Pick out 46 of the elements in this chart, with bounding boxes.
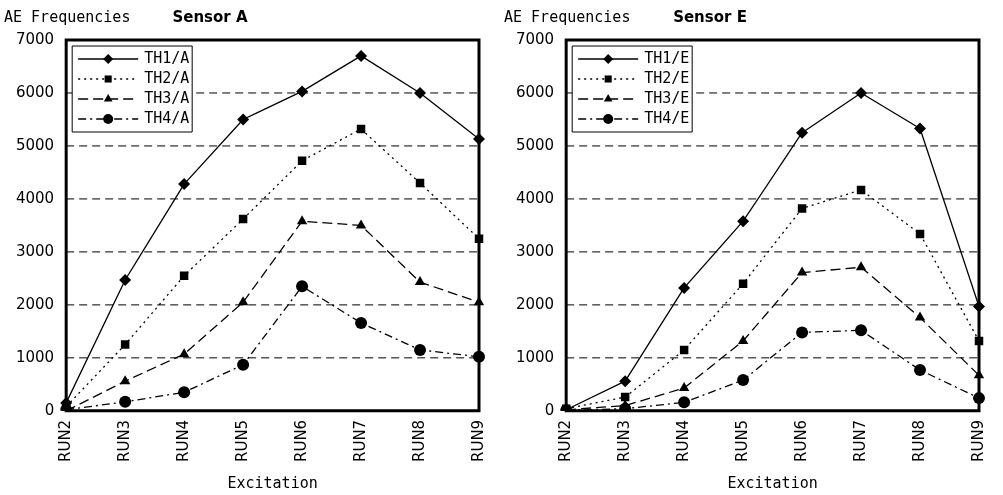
y-tick-label: 4000 (15, 188, 55, 207)
chart-title: Sensor A (172, 8, 248, 26)
y-tick-label: 2000 (515, 294, 555, 313)
x-tick-label: RUN2 (56, 419, 75, 463)
y-tick-label: 0 (44, 400, 55, 419)
y-axis-title: AE Frequencies (4, 8, 131, 26)
y-tick-label: 3000 (515, 241, 555, 260)
y-tick-label: 3000 (15, 241, 55, 260)
x-axis-title: Excitation (727, 474, 818, 492)
x-axis-title: Excitation (227, 474, 318, 492)
y-tick-label: 5000 (15, 135, 55, 154)
x-tick-label: RUN6 (291, 419, 310, 463)
legend-label: TH4/E (644, 108, 690, 127)
x-tick-label: RUN6 (791, 419, 810, 463)
legend-label: TH2/E (644, 68, 690, 87)
x-tick-label: RUN4 (174, 419, 193, 463)
x-tick-label: RUN2 (556, 419, 575, 463)
y-tick-label: 5000 (515, 135, 555, 154)
x-tick-label: RUN4 (674, 419, 693, 463)
x-tick-label: RUN5 (232, 419, 251, 463)
x-tick-label: RUN9 (968, 419, 987, 463)
legend-label: TH1/E (644, 48, 690, 67)
x-tick-label: RUN8 (409, 419, 428, 463)
legend-label: TH3/A (144, 88, 190, 107)
y-axis-title: AE Frequencies (504, 8, 631, 26)
y-tick-label: 1000 (515, 347, 555, 366)
y-tick-label: 7000 (15, 29, 55, 48)
x-tick-label: RUN3 (615, 419, 634, 463)
legend-label: TH1/A (144, 48, 190, 67)
y-tick-label: 4000 (515, 188, 555, 207)
legend-label: TH3/E (644, 88, 690, 107)
x-tick-label: RUN8 (909, 419, 928, 463)
x-tick-label: RUN7 (850, 419, 869, 463)
chart-title: Sensor E (673, 8, 747, 26)
y-tick-label: 6000 (15, 82, 55, 101)
y-tick-label: 7000 (515, 29, 555, 48)
x-tick-label: RUN5 (732, 419, 751, 463)
y-tick-label: 1000 (15, 347, 55, 366)
y-tick-label: 2000 (15, 294, 55, 313)
legend-label: TH4/A (144, 108, 190, 127)
y-tick-label: 6000 (515, 82, 555, 101)
legend-label: TH2/A (144, 68, 190, 87)
x-tick-label: RUN9 (468, 419, 487, 463)
x-tick-label: RUN3 (115, 419, 134, 463)
x-tick-label: RUN7 (350, 419, 369, 463)
y-tick-label: 0 (544, 400, 555, 419)
